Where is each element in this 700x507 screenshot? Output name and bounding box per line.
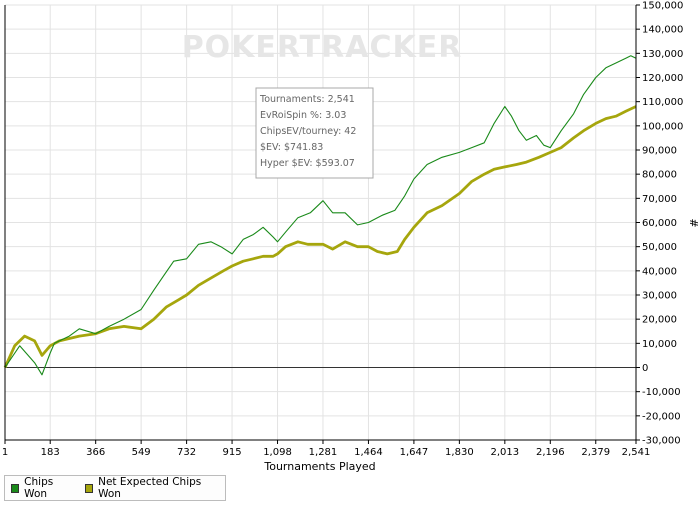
y-tick-label: 20,000 (642, 315, 677, 326)
info-line: Hyper $EV: $593.07 (260, 158, 355, 169)
y-tick-label: 80,000 (642, 170, 677, 181)
series-group (3, 55, 637, 376)
legend-item-net-expected[interactable]: Net Expected Chips Won (84, 476, 213, 500)
x-tick-label: 2,196 (536, 447, 565, 458)
x-tick-label: 1,647 (400, 447, 429, 458)
info-line: Tournaments: 2,541 (259, 94, 355, 105)
info-box: Tournaments: 2,541 EvRoiSpin %: 3.03 Chi… (255, 87, 374, 179)
y-tick-label: -30,000 (642, 436, 681, 447)
legend-item-chips-won[interactable]: Chips Won (11, 476, 73, 500)
x-tick-label: 732 (177, 447, 196, 458)
x-tick-label: 183 (41, 447, 60, 458)
info-line: $EV: $741.83 (260, 142, 323, 153)
x-axis-ticks: 1 183 366 549 732 915 1,098 1,281 1,464 1,647 1,83… (2, 440, 651, 458)
info-line: EvRoiSpin %: 3.03 (260, 110, 346, 121)
y-tick-label: -10,000 (642, 387, 681, 398)
y-axis-title: # (687, 218, 700, 227)
legend-swatch (11, 483, 20, 493)
legend-label: Net Expected Chips Won (98, 476, 202, 500)
y-tick-label: 70,000 (642, 194, 677, 205)
x-tick-label: 366 (86, 447, 105, 458)
x-tick-label: 549 (132, 447, 151, 458)
x-tick-label: 1,830 (445, 447, 474, 458)
x-tick-label: 1,281 (309, 447, 338, 458)
y-tick-label: 40,000 (642, 266, 677, 277)
y-tick-label: 110,000 (642, 97, 683, 108)
x-tick-label: 1 (2, 447, 8, 458)
y-tick-label: 10,000 (642, 339, 677, 350)
y-tick-label: 90,000 (642, 146, 677, 157)
y-axis-ticks: -30,000 -20,000 -10,000 0 10,000 20,000 30,000… (636, 1, 683, 447)
x-tick-label: 2,541 (622, 447, 651, 458)
x-tick-label: 1,464 (354, 447, 383, 458)
x-tick-label: 1,098 (263, 447, 292, 458)
y-tick-label: 60,000 (642, 218, 677, 229)
y-tick-label: 150,000 (642, 1, 683, 12)
series-line-net-expected-chips-won (3, 105, 637, 369)
legend-swatch (84, 483, 94, 493)
y-tick-label: 120,000 (642, 73, 683, 84)
x-tick-label: 915 (223, 447, 242, 458)
info-line: ChipsEV/tourney: 42 (260, 126, 356, 137)
gridlines (4, 4, 637, 441)
y-tick-label: 100,000 (642, 121, 683, 132)
y-tick-label: -20,000 (642, 411, 681, 422)
y-tick-label: 0 (642, 363, 648, 374)
legend: Chips Won Net Expected Chips Won (4, 475, 226, 501)
watermark: POKERTRACKER (182, 30, 463, 65)
x-axis-title: Tournaments Played (263, 460, 375, 473)
x-tick-label: 2,379 (581, 447, 610, 458)
series-line-chips-won (4, 55, 637, 376)
y-tick-label: 130,000 (642, 49, 683, 60)
y-tick-label: 30,000 (642, 291, 677, 302)
x-tick-label: 2,013 (491, 447, 520, 458)
y-tick-label: 140,000 (642, 25, 683, 36)
y-tick-label: 50,000 (642, 242, 677, 253)
info-box-frame (255, 87, 374, 179)
legend-label: Chips Won (24, 476, 54, 500)
